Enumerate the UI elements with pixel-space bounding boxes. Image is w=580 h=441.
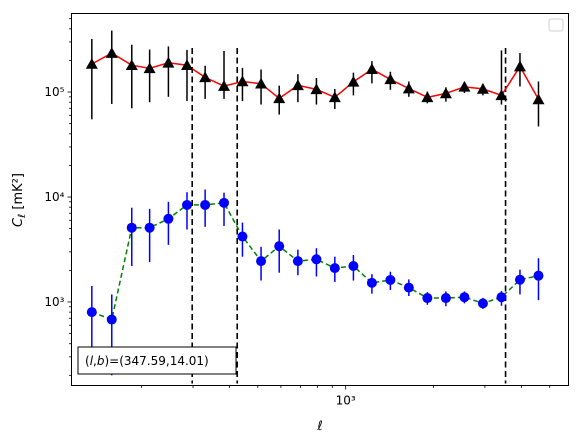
series-1 bbox=[85, 30, 545, 127]
data-point bbox=[255, 77, 268, 89]
data-point bbox=[200, 199, 211, 210]
data-point bbox=[199, 71, 212, 83]
data-point bbox=[329, 263, 340, 274]
y-tick-label: 10⁴ bbox=[44, 190, 64, 204]
data-point bbox=[180, 59, 193, 71]
data-point bbox=[439, 87, 452, 99]
axes-frame bbox=[71, 13, 569, 386]
data-point bbox=[385, 274, 396, 285]
data-point bbox=[181, 199, 192, 210]
data-point bbox=[421, 91, 434, 103]
data-point bbox=[105, 47, 118, 58]
data-point bbox=[86, 307, 97, 318]
ticks-layer: 10³ 10³ 10⁴ 10⁵ bbox=[44, 18, 551, 408]
data-point bbox=[496, 292, 507, 303]
x-tick-label: 10³ bbox=[336, 394, 356, 408]
data-point bbox=[477, 298, 488, 309]
data-point bbox=[422, 293, 433, 304]
legend bbox=[548, 18, 564, 32]
data-point bbox=[236, 75, 249, 87]
data-point bbox=[273, 92, 286, 104]
x-axis-label: ℓ bbox=[316, 419, 322, 434]
data-point bbox=[292, 256, 303, 267]
data-point bbox=[106, 314, 117, 325]
series-layer bbox=[85, 30, 545, 376]
series-2 bbox=[86, 189, 544, 376]
data-point bbox=[514, 274, 525, 285]
data-point bbox=[144, 222, 155, 233]
data-point bbox=[218, 80, 231, 91]
data-point bbox=[162, 56, 175, 68]
data-point bbox=[311, 254, 322, 265]
data-point bbox=[476, 82, 489, 94]
y-tick-label: 10⁵ bbox=[44, 85, 64, 99]
y-tick-label: 10³ bbox=[44, 295, 64, 309]
data-point bbox=[495, 89, 508, 101]
data-point bbox=[348, 261, 359, 272]
data-point bbox=[384, 73, 397, 85]
annotation: (l,b)=(347.59,14.01) bbox=[77, 346, 237, 375]
data-point bbox=[347, 75, 360, 87]
annotation-text: (l,b)=(347.59,14.01) bbox=[85, 354, 209, 368]
data-point bbox=[291, 79, 304, 91]
plot-area bbox=[191, 48, 507, 384]
data-point bbox=[513, 60, 526, 72]
data-point bbox=[163, 213, 174, 224]
data-point bbox=[219, 197, 230, 208]
data-point bbox=[85, 57, 98, 69]
data-point bbox=[365, 63, 378, 75]
data-point bbox=[310, 83, 323, 95]
data-point bbox=[328, 91, 341, 103]
data-point bbox=[459, 292, 470, 303]
data-point bbox=[533, 270, 544, 281]
data-point bbox=[143, 62, 156, 74]
data-point bbox=[440, 293, 451, 304]
data-point bbox=[366, 277, 377, 288]
legend-box bbox=[548, 18, 564, 32]
annotation-box bbox=[77, 346, 237, 375]
data-point bbox=[125, 59, 138, 71]
data-point bbox=[458, 80, 471, 92]
data-point bbox=[402, 82, 415, 94]
data-point bbox=[403, 282, 414, 293]
data-point bbox=[532, 93, 545, 105]
data-point bbox=[126, 222, 137, 233]
data-point bbox=[274, 241, 285, 252]
data-point bbox=[237, 231, 248, 242]
data-point bbox=[256, 256, 267, 267]
y-axis-label: Cℓ [mK²] bbox=[11, 173, 28, 227]
